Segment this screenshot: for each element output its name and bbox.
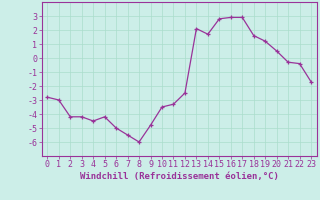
X-axis label: Windchill (Refroidissement éolien,°C): Windchill (Refroidissement éolien,°C) bbox=[80, 172, 279, 181]
